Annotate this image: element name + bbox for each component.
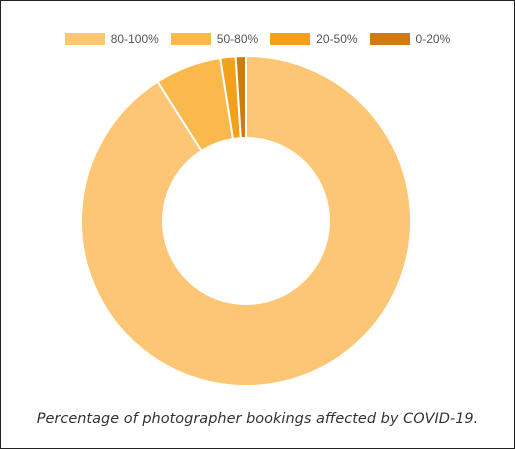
legend: 80-100% 50-80% 20-50% 0-20% — [1, 32, 514, 46]
legend-label-50-80: 50-80% — [216, 32, 259, 46]
legend-swatch-20-50 — [270, 33, 311, 45]
legend-swatch-50-80 — [170, 33, 211, 45]
legend-swatch-0-20 — [369, 33, 410, 45]
chart-caption: Percentage of photographer bookings affe… — [36, 411, 479, 427]
legend-item-80-100[interactable]: 80-100% — [64, 32, 159, 46]
legend-item-20-50[interactable]: 20-50% — [270, 32, 358, 46]
legend-swatch-80-100 — [64, 33, 105, 45]
donut-chart — [80, 54, 412, 387]
legend-label-20-50: 20-50% — [316, 32, 358, 46]
legend-label-0-20: 0-20% — [415, 32, 451, 46]
donut-slice-80-100[interactable] — [80, 54, 412, 387]
legend-label-80-100: 80-100% — [110, 32, 159, 46]
donut-slice-0-20[interactable] — [234, 54, 247, 140]
legend-item-0-20[interactable]: 0-20% — [369, 32, 451, 46]
legend-item-50-80[interactable]: 50-80% — [170, 32, 259, 46]
